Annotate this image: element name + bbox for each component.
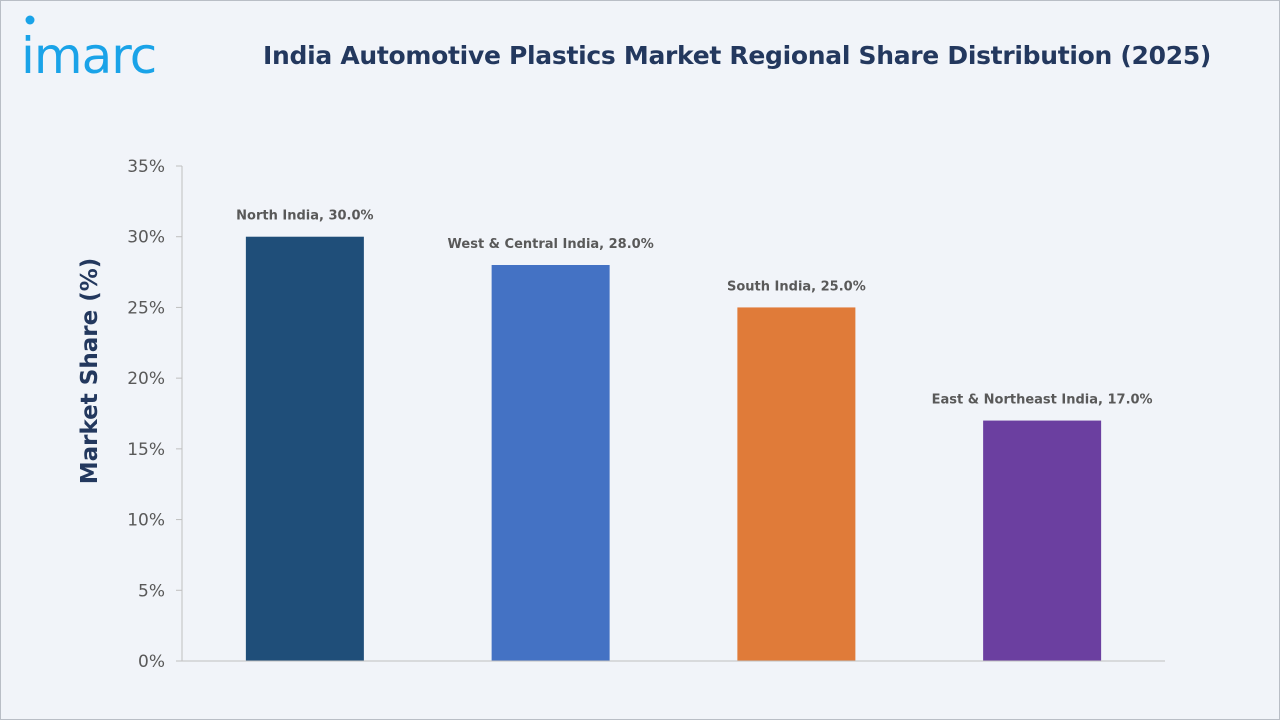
data-labels: North India, 30.0% West & Central India, … <box>236 209 1152 408</box>
y-tick-label: 0% <box>138 652 165 672</box>
y-tick-label: 25% <box>127 298 165 318</box>
bar-data-label: South India, 25.0% <box>727 279 866 294</box>
y-tick-label: 35% <box>127 157 165 177</box>
y-tick-label: 10% <box>127 511 165 531</box>
bar <box>983 420 1102 661</box>
bar <box>737 307 856 661</box>
bar-data-label: East & Northeast India, 17.0% <box>932 393 1153 408</box>
bars <box>245 236 1102 661</box>
bar <box>245 236 364 661</box>
chart-title: India Automotive Plastics Market Regiona… <box>263 41 1212 70</box>
logo-text: imarc <box>21 27 156 85</box>
bar <box>491 265 610 661</box>
y-tick-label: 30% <box>127 228 165 248</box>
bar-data-label: West & Central India, 28.0% <box>448 237 654 252</box>
y-axis-ticks: 0% 5% 10% 15% 20% 25% 30% 35% <box>127 157 182 672</box>
bar-data-label: North India, 30.0% <box>236 209 373 224</box>
y-tick-label: 20% <box>127 369 165 389</box>
y-tick-label: 15% <box>127 440 165 460</box>
y-axis-label: Market Share (%) <box>77 258 103 485</box>
imarc-logo: imarc <box>21 15 157 85</box>
y-tick-label: 5% <box>138 581 165 601</box>
